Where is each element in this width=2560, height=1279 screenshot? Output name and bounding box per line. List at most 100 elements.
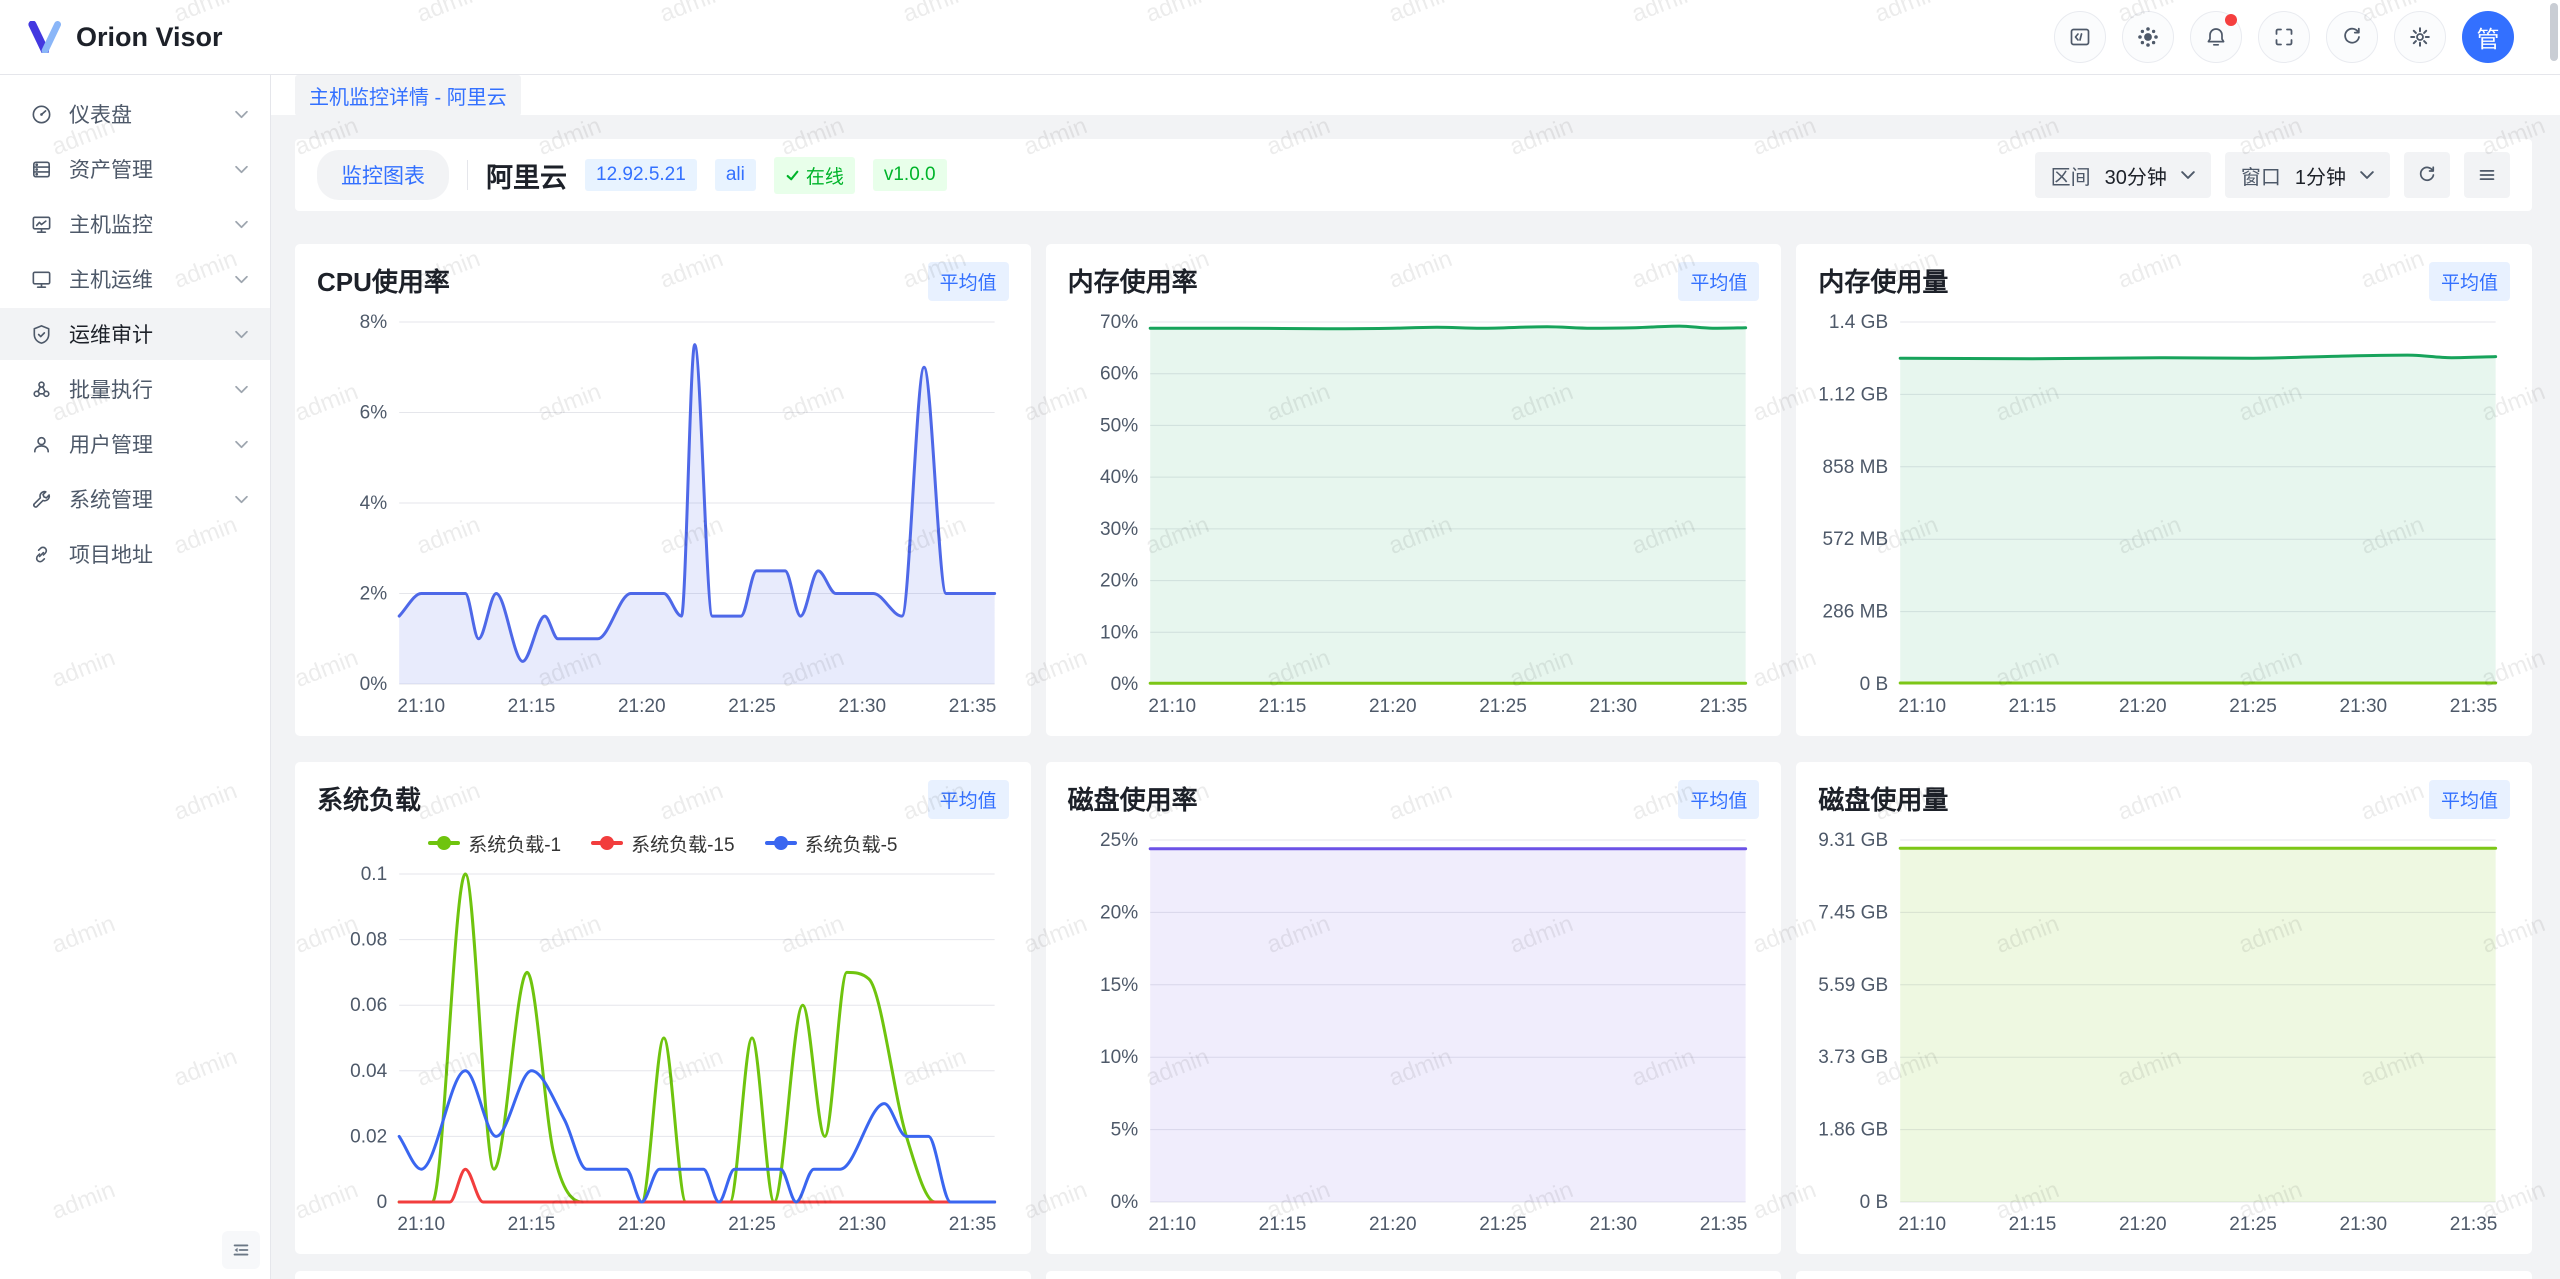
- svg-text:10%: 10%: [1100, 622, 1138, 643]
- window-select[interactable]: 窗口 1分钟: [2224, 152, 2390, 198]
- svg-text:21:20: 21:20: [2119, 696, 2167, 717]
- chart-title: CPU使用率: [317, 267, 450, 297]
- svg-text:21:20: 21:20: [2119, 1214, 2167, 1235]
- host-ip-tag: 12.92.5.21: [585, 159, 697, 191]
- sidebar-item-system-mgmt[interactable]: 系统管理: [0, 473, 270, 525]
- sidebar-item-ops-audit[interactable]: 运维审计: [0, 308, 270, 360]
- average-badge[interactable]: 平均值: [1678, 262, 1760, 301]
- svg-text:0 B: 0 B: [1860, 1192, 1889, 1213]
- sidebar-item-host-ops[interactable]: 主机运维: [0, 253, 270, 305]
- cpu-usage-card: CPU使用率 平均值 0% 2% 4% 6% 8% 21:10 21:15 21:20 21:2…: [295, 244, 1031, 736]
- svg-text:5%: 5%: [1110, 1120, 1138, 1141]
- sidebar-item-project-link[interactable]: 项目地址: [0, 528, 270, 580]
- svg-text:21:35: 21:35: [1699, 1214, 1747, 1235]
- svg-text:21:15: 21:15: [508, 1214, 556, 1235]
- chevron-down-icon: [235, 330, 248, 338]
- monitor-charts-tab[interactable]: 监控图表: [317, 150, 449, 200]
- header-actions: 管: [2054, 11, 2532, 63]
- svg-text:3.73 GB: 3.73 GB: [1819, 1047, 1889, 1068]
- next-row-cards: [295, 1271, 2532, 1279]
- app-header: Orion Visor: [0, 0, 2560, 75]
- api-docs-button[interactable]: [2054, 11, 2106, 63]
- sidebar-item-dashboard[interactable]: 仪表盘: [0, 88, 270, 140]
- fullscreen-button[interactable]: [2258, 11, 2310, 63]
- app-title: Orion Visor: [76, 21, 223, 52]
- settings-button[interactable]: [2394, 11, 2446, 63]
- svg-text:2%: 2%: [360, 584, 388, 605]
- svg-text:21:35: 21:35: [949, 696, 997, 717]
- sidebar-item-host-monitor[interactable]: 主机监控: [0, 198, 270, 250]
- main-area: 主机监控详情 - 阿里云 监控图表 阿里云 12.92.5.21 ali 在线 …: [271, 0, 2560, 1279]
- svg-text:50%: 50%: [1100, 415, 1138, 436]
- chart-title: 内存使用量: [1818, 267, 1949, 297]
- disk-usage-amount-card: 磁盘使用量 平均值 0 B 1.86 GB 3.73 GB 5.59 GB 7.45 G…: [1796, 762, 2532, 1254]
- charts-refresh-button[interactable]: [2404, 152, 2450, 198]
- partial-card: [295, 1271, 1031, 1279]
- breadcrumb[interactable]: 主机监控详情 - 阿里云: [295, 74, 521, 116]
- average-badge[interactable]: 平均值: [2428, 780, 2510, 819]
- svg-text:0: 0: [377, 1192, 388, 1213]
- check-icon: [786, 170, 799, 180]
- svg-text:21:20: 21:20: [1369, 696, 1417, 717]
- svg-text:21:35: 21:35: [2450, 1214, 2498, 1235]
- average-badge[interactable]: 平均值: [927, 780, 1009, 819]
- svg-text:858 MB: 858 MB: [1823, 457, 1889, 478]
- chart-title: 内存使用率: [1067, 267, 1198, 297]
- sidebar-item-batch-exec[interactable]: 批量执行: [0, 363, 270, 415]
- svg-text:0%: 0%: [360, 674, 388, 695]
- refresh-button[interactable]: [2326, 11, 2378, 63]
- avatar-text: 管: [2476, 26, 2500, 52]
- chart-layout-button[interactable]: [2464, 152, 2510, 198]
- assets-icon: [33, 160, 50, 178]
- menu-fold-icon: [233, 1244, 249, 1256]
- svg-text:8%: 8%: [360, 312, 388, 333]
- cpu-usage-chart[interactable]: 0% 2% 4% 6% 8% 21:10 21:15 21:20 21:25 21:30 21:35: [317, 308, 1009, 722]
- memory-usage-amount-chart[interactable]: 0 B 286 MB 572 MB 858 MB 1.12 GB 1.4 GB 21:10 2…: [1818, 308, 2510, 722]
- svg-text:21:25: 21:25: [728, 1214, 776, 1235]
- svg-text:10%: 10%: [1100, 1047, 1138, 1068]
- system-load-chart[interactable]: 0 0.02 0.04 0.06 0.08 0.1 21:10 21:15 21:20 21:25…: [317, 860, 1009, 1240]
- interval-select[interactable]: 区间 30分钟: [2034, 152, 2211, 198]
- svg-text:0.04: 0.04: [350, 1061, 387, 1082]
- refresh-icon: [2419, 166, 2435, 182]
- legend-item-load1[interactable]: 系统负载-1: [428, 830, 561, 857]
- svg-text:0.08: 0.08: [350, 930, 387, 951]
- svg-text:21:30: 21:30: [838, 696, 886, 717]
- scrollbar-thumb[interactable]: [2550, 3, 2558, 61]
- fullscreen-icon: [2275, 28, 2293, 46]
- svg-text:21:25: 21:25: [2230, 696, 2278, 717]
- disk-usage-amount-chart[interactable]: 0 B 1.86 GB 3.73 GB 5.59 GB 7.45 GB 9.31 GB 21…: [1818, 826, 2510, 1240]
- memory-usage-percent-chart[interactable]: 0% 10% 20% 30% 40% 50% 60% 70% 21:10 21:15 21:20 21…: [1068, 308, 1760, 722]
- host-code-tag: ali: [714, 159, 756, 191]
- svg-text:21:25: 21:25: [2230, 1214, 2278, 1235]
- sidebar-collapse-button[interactable]: [222, 1231, 260, 1269]
- legend-item-load5[interactable]: 系统负载-5: [764, 830, 897, 857]
- user-avatar[interactable]: 管: [2462, 11, 2514, 63]
- theme-toggle-button[interactable]: [2122, 11, 2174, 63]
- chart-title: 系统负载: [317, 785, 422, 815]
- svg-text:0%: 0%: [1110, 674, 1138, 695]
- refresh-icon: [2344, 27, 2360, 44]
- toolbar-left: 监控图表 阿里云 12.92.5.21 ali 在线 v1.0.0: [317, 150, 947, 200]
- gear-icon: [2410, 27, 2430, 47]
- link-icon: [35, 545, 48, 563]
- svg-text:0.06: 0.06: [350, 995, 387, 1016]
- average-badge[interactable]: 平均值: [927, 262, 1009, 301]
- toolbar-right: 区间 30分钟 窗口 1分钟: [2034, 152, 2510, 198]
- svg-text:21:15: 21:15: [2009, 696, 2057, 717]
- chart-title: 磁盘使用率: [1067, 785, 1198, 815]
- wrench-icon: [33, 490, 50, 508]
- svg-text:0.1: 0.1: [361, 864, 387, 885]
- shield-check-icon: [33, 324, 50, 344]
- sidebar-item-assets[interactable]: 资产管理: [0, 143, 270, 195]
- sidebar-item-user-mgmt[interactable]: 用户管理: [0, 418, 270, 470]
- svg-text:21:15: 21:15: [1258, 1214, 1306, 1235]
- host-version-tag: v1.0.0: [872, 159, 947, 191]
- average-badge[interactable]: 平均值: [1678, 780, 1760, 819]
- disk-usage-percent-chart[interactable]: 0% 5% 10% 15% 20% 25% 21:10 21:15 21:20 21:25 21:3…: [1068, 826, 1760, 1240]
- svg-text:21:35: 21:35: [2450, 696, 2498, 717]
- average-badge[interactable]: 平均值: [2428, 262, 2510, 301]
- legend-item-load15[interactable]: 系统负载-15: [591, 830, 735, 857]
- menu-lines-icon: [2479, 169, 2495, 181]
- notifications-button[interactable]: [2190, 11, 2242, 63]
